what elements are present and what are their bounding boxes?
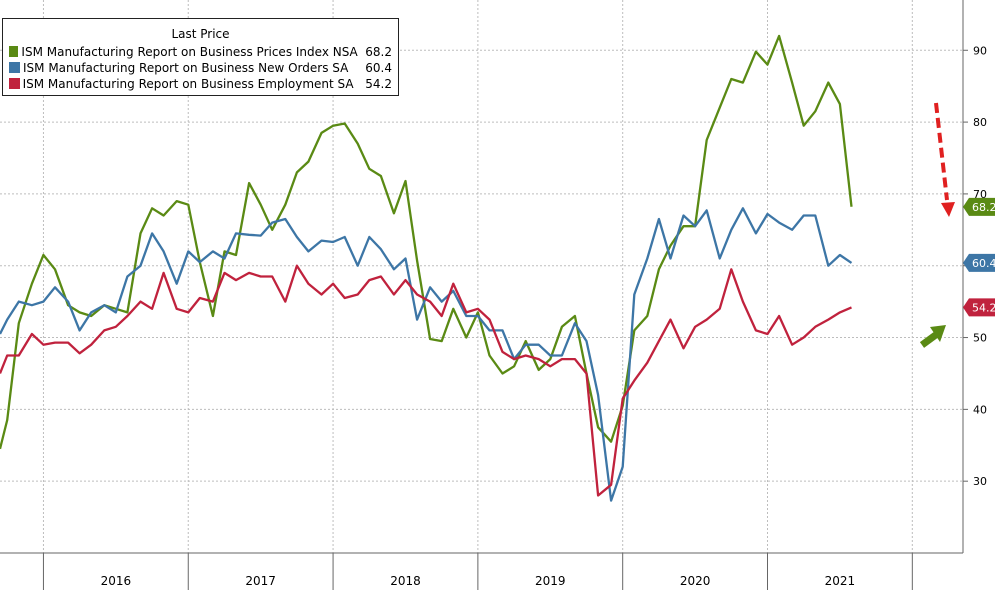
last-value-label-employment: 54.2 bbox=[972, 301, 995, 314]
legend-item-employment: ISM Manufacturing Report on Business Emp… bbox=[9, 76, 392, 91]
legend-swatch-new-orders bbox=[9, 62, 20, 73]
legend-item-prices: ISM Manufacturing Report on Business Pri… bbox=[9, 44, 392, 59]
x-tick-label: 2017 bbox=[245, 574, 276, 588]
last-value-tag-employment bbox=[963, 298, 995, 317]
legend-label-new-orders: ISM Manufacturing Report on Business New… bbox=[23, 60, 349, 75]
x-tick-label: 2020 bbox=[680, 574, 711, 588]
last-value-label-prices-index: 68.2 bbox=[972, 201, 995, 214]
x-tick-label: 2021 bbox=[825, 574, 856, 588]
upward-arrow-shaft bbox=[919, 331, 940, 348]
legend-item-new-orders: ISM Manufacturing Report on Business New… bbox=[9, 60, 392, 75]
y-tick-label: 40 bbox=[973, 403, 987, 416]
legend-label-employment: ISM Manufacturing Report on Business Emp… bbox=[22, 76, 354, 91]
series-line-prices-index bbox=[0, 34, 853, 450]
series-line-employment bbox=[0, 264, 852, 497]
x-tick-label: 2019 bbox=[535, 574, 566, 588]
legend: Last Price ISM Manufacturing Report on B… bbox=[2, 18, 399, 96]
last-value-label-new-orders: 60.4 bbox=[972, 257, 995, 270]
series-line-new-orders bbox=[0, 207, 853, 502]
series-lines bbox=[0, 34, 853, 502]
y-tick-label: 70 bbox=[973, 188, 987, 201]
y-tick-label: 50 bbox=[973, 332, 987, 345]
annotations bbox=[919, 102, 955, 348]
x-tick-label: 2016 bbox=[101, 574, 132, 588]
y-tick-label: 90 bbox=[973, 44, 987, 57]
last-value-tag-prices-index bbox=[963, 197, 995, 216]
downward-dashed-arrow-shaft bbox=[934, 102, 949, 201]
legend-swatch-employment bbox=[9, 78, 20, 89]
last-value-labels: 68.2 60.4 54.2 bbox=[963, 197, 995, 317]
legend-swatch-prices bbox=[9, 46, 19, 57]
legend-value-new-orders: 60.4 bbox=[365, 60, 392, 75]
last-value-tag-new-orders bbox=[963, 253, 995, 272]
x-tick-label: 2018 bbox=[390, 574, 421, 588]
legend-value-prices: 68.2 bbox=[365, 44, 392, 59]
legend-label-prices: ISM Manufacturing Report on Business Pri… bbox=[21, 44, 358, 59]
legend-title: Last Price bbox=[171, 27, 230, 41]
upward-arrow-head bbox=[930, 325, 946, 342]
downward-arrow-head bbox=[941, 202, 955, 217]
y-tick-label: 80 bbox=[973, 116, 987, 129]
y-tick-label: 30 bbox=[973, 475, 987, 488]
legend-value-employment: 54.2 bbox=[365, 76, 392, 91]
